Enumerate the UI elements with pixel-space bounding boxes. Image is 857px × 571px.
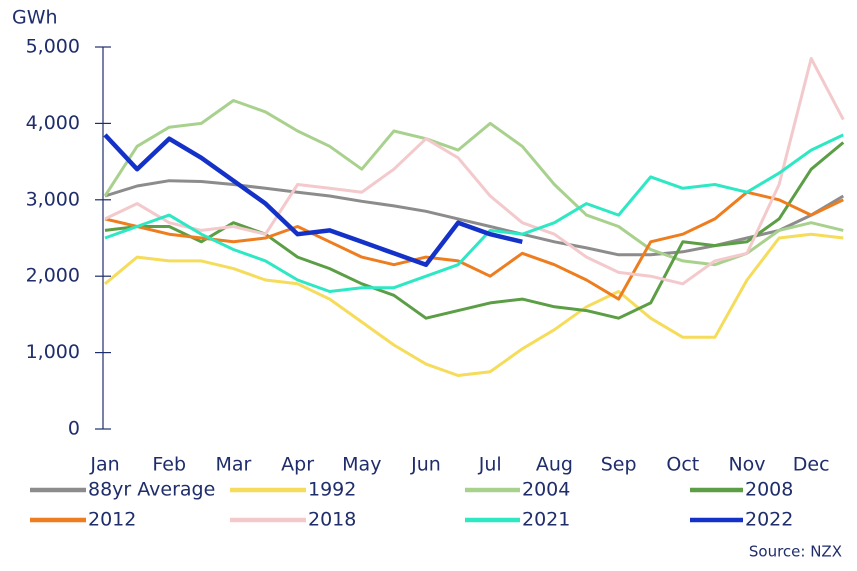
x-tick-label: Feb bbox=[152, 454, 186, 476]
y-tick-label: 3,000 bbox=[26, 188, 80, 210]
y-tick-label: 5,000 bbox=[26, 36, 80, 58]
x-tick-label: Sep bbox=[601, 454, 637, 476]
x-tick-label: Mar bbox=[215, 454, 251, 476]
series-line bbox=[104, 133, 844, 293]
legend-label: 88yr Average bbox=[88, 479, 215, 501]
y-tick-label: 0 bbox=[68, 418, 80, 440]
legend-label: 2012 bbox=[88, 509, 136, 531]
y-tick-label: 2,000 bbox=[26, 265, 80, 287]
source-note: Source: NZX bbox=[749, 543, 842, 561]
x-tick-label: May bbox=[342, 454, 381, 476]
legend-label: 2022 bbox=[745, 509, 793, 531]
legend-label: 1992 bbox=[308, 479, 356, 501]
legend-label: 2021 bbox=[522, 509, 570, 531]
legend-label: 2008 bbox=[745, 479, 793, 501]
series-line bbox=[104, 57, 845, 286]
y-tick-label: 1,000 bbox=[26, 341, 80, 363]
x-tick-label: Jan bbox=[89, 454, 119, 476]
legend-label: 2004 bbox=[522, 479, 570, 501]
x-tick-label: Dec bbox=[793, 454, 830, 476]
x-tick-label: Jul bbox=[478, 454, 502, 476]
legend-label: 2018 bbox=[308, 509, 356, 531]
x-tick-label: Aug bbox=[536, 454, 573, 476]
series-line bbox=[103, 133, 523, 267]
series-line bbox=[103, 99, 844, 267]
series-line bbox=[104, 190, 844, 301]
x-tick-label: Nov bbox=[728, 454, 765, 476]
x-tick-label: Apr bbox=[281, 454, 314, 476]
x-tick-label: Oct bbox=[666, 454, 699, 476]
y-axis-label: GWh bbox=[12, 7, 58, 29]
y-tick-label: 4,000 bbox=[26, 112, 80, 134]
series-line bbox=[104, 232, 844, 377]
x-tick-label: Jun bbox=[410, 454, 441, 476]
